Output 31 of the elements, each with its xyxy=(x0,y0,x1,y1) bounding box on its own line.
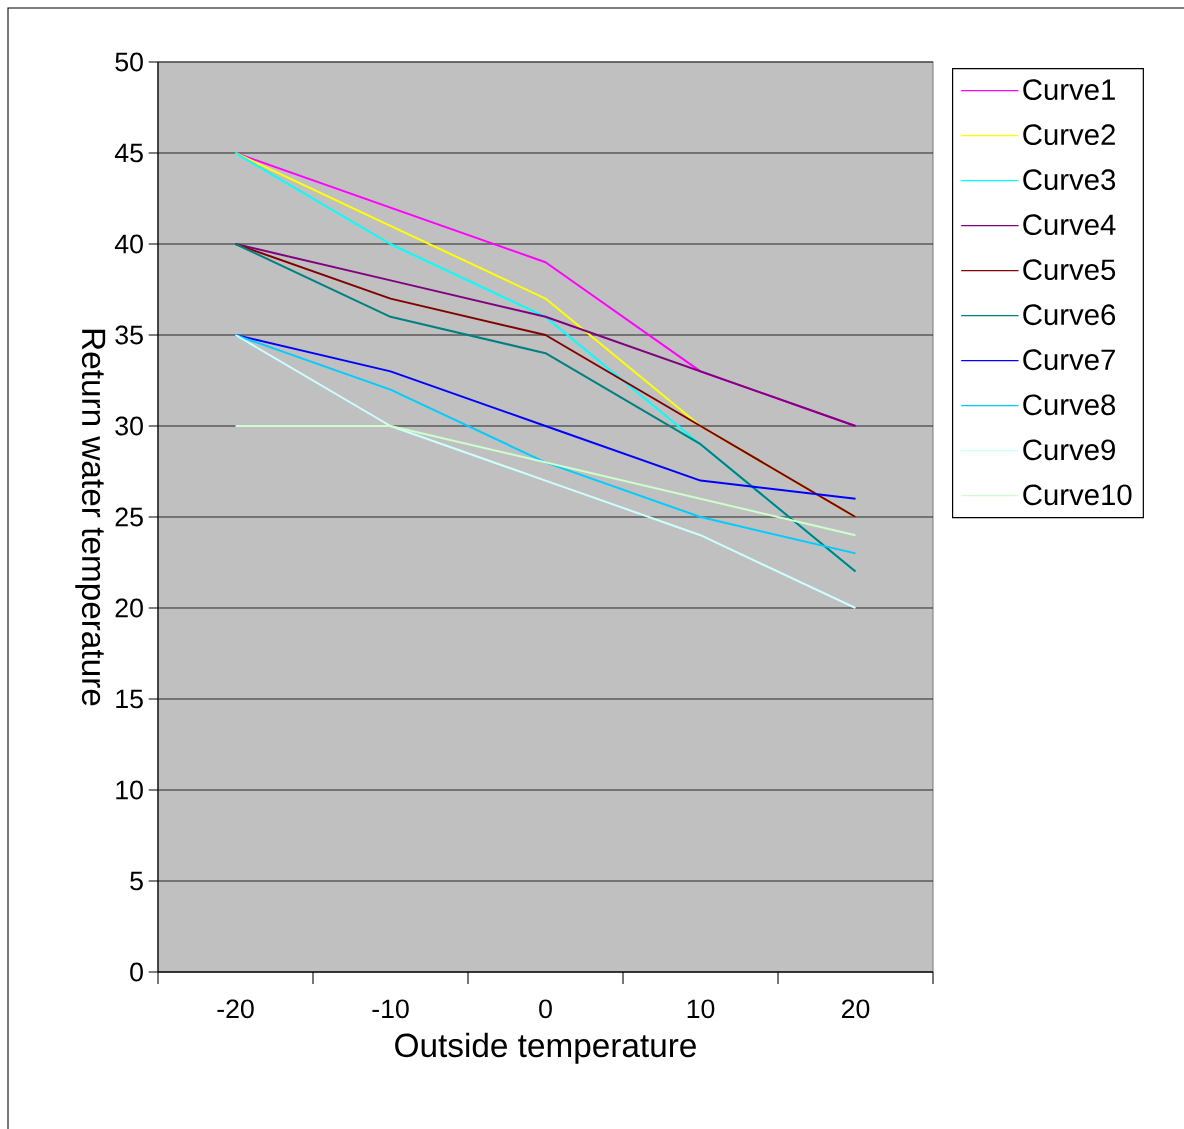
x-tick-label: -20 xyxy=(217,999,254,1019)
y-tick-label: 40 xyxy=(114,234,143,254)
y-tick-label: 35 xyxy=(115,325,143,345)
line-series xyxy=(234,334,857,609)
x-tick-label: 0 xyxy=(539,999,552,1019)
y-tick-label: 5 xyxy=(130,871,143,891)
legend-label: Curve3 xyxy=(1023,169,1116,191)
y-tick-label: 10 xyxy=(116,780,143,800)
x-tick-label: 10 xyxy=(687,999,715,1019)
legend-label: Curve10 xyxy=(1023,484,1132,506)
line-series xyxy=(234,334,857,500)
y-axis-title: Return water temperature xyxy=(75,329,106,706)
x-axis-title: Outside temperature xyxy=(395,1032,696,1064)
legend-label: Curve9 xyxy=(1023,439,1115,461)
line-series xyxy=(234,243,857,573)
y-tick-label: 20 xyxy=(115,598,143,618)
legend-label: Curve1 xyxy=(1023,79,1115,101)
legend-label: Curve8 xyxy=(1023,394,1116,416)
y-tick-label: 50 xyxy=(115,52,143,72)
legend-label: Curve4 xyxy=(1023,214,1116,236)
y-tick-label: 0 xyxy=(130,962,143,982)
y-tick-label: 25 xyxy=(115,507,143,527)
y-tick-label: 15 xyxy=(116,689,143,709)
x-tick-label: 20 xyxy=(842,999,870,1019)
y-tick-label: 30 xyxy=(115,416,143,436)
legend-label: Curve7 xyxy=(1023,349,1115,371)
legend-label: Curve2 xyxy=(1023,124,1115,146)
y-tick-label: 45 xyxy=(114,143,143,163)
legend-label: Curve6 xyxy=(1023,304,1116,326)
x-tick-label: -10 xyxy=(372,999,409,1019)
legend-label: Curve5 xyxy=(1023,259,1116,281)
